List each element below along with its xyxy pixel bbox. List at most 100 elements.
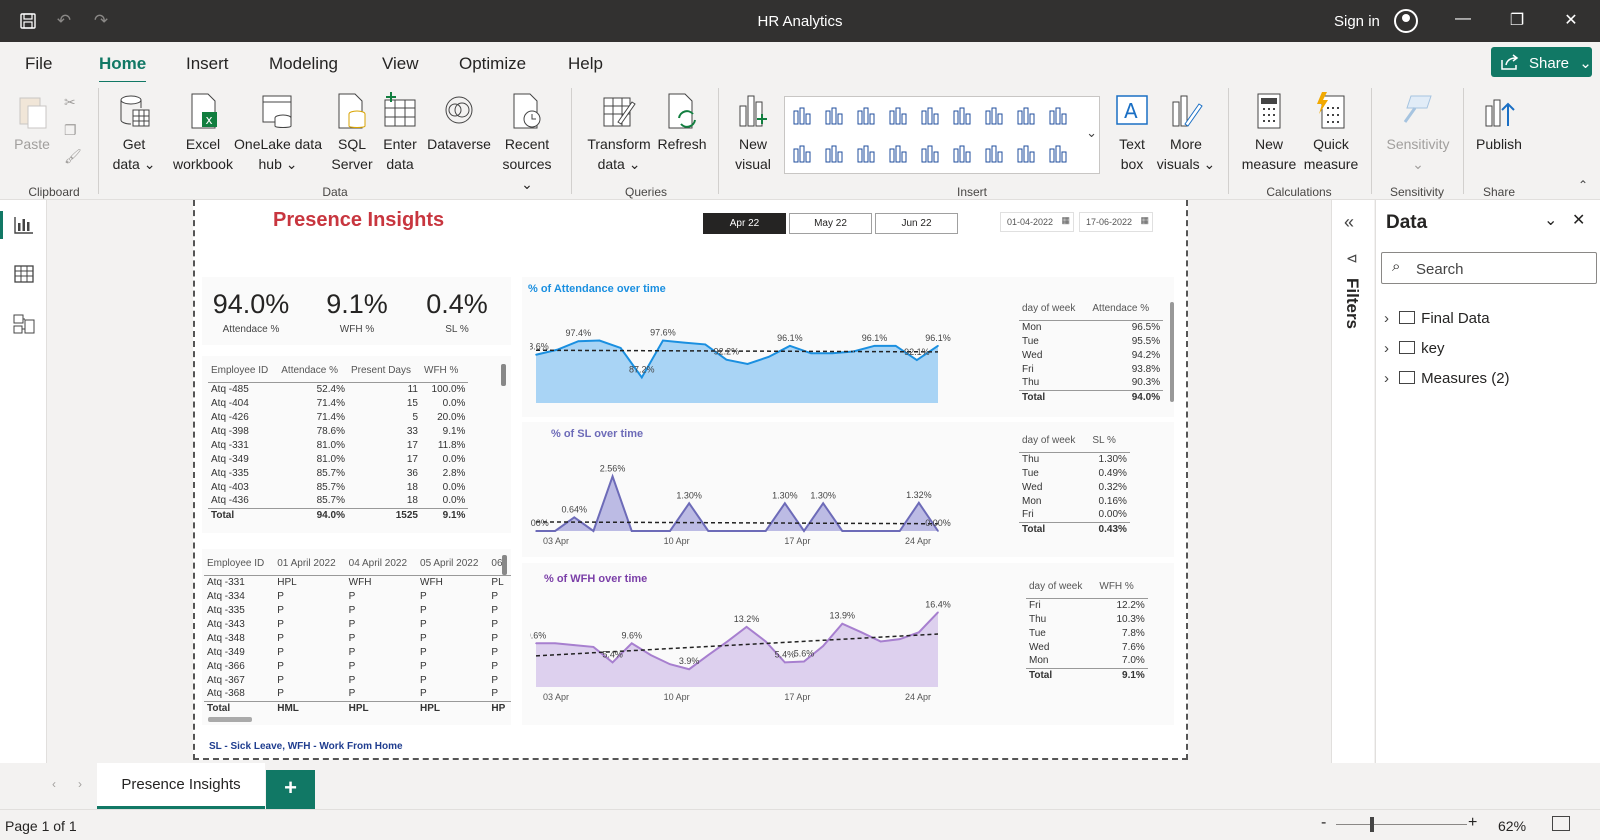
chevron-right-icon[interactable]: › bbox=[1384, 340, 1389, 357]
tab-scroll-right-icon[interactable]: › bbox=[78, 777, 82, 791]
month-slicer-apr[interactable]: Apr 22 bbox=[703, 213, 786, 234]
pie-chart-icon[interactable] bbox=[791, 143, 813, 165]
add-page-button[interactable]: + bbox=[266, 770, 315, 809]
menu-optimize[interactable]: Optimize bbox=[459, 54, 527, 73]
matrix-hscrollbar[interactable] bbox=[208, 717, 252, 722]
zoom-level[interactable]: 62% bbox=[1498, 818, 1527, 834]
report-view-icon[interactable] bbox=[13, 215, 35, 235]
menu-insert[interactable]: Insert bbox=[186, 54, 229, 73]
month-slicer-jun[interactable]: Jun 22 bbox=[875, 213, 958, 234]
chevron-down-icon[interactable]: ⌄ bbox=[1544, 212, 1558, 229]
gallery-expand-icon[interactable]: ⌄ bbox=[1086, 125, 1097, 140]
stacked-column-icon[interactable] bbox=[823, 105, 845, 127]
redo-icon[interactable]: ↷ bbox=[93, 11, 109, 30]
table-row[interactable]: Atq -349 81.0% 17 0.0% bbox=[208, 452, 468, 466]
more-visuals-button[interactable]: More visuals ⌄ bbox=[1156, 92, 1216, 174]
table-row[interactable]: Atq -348 P P P P bbox=[204, 631, 511, 645]
sign-in-link[interactable]: Sign in bbox=[1334, 13, 1380, 30]
data-search-input[interactable]: ⌕ Search bbox=[1381, 252, 1597, 284]
table-row[interactable]: Thu 1.30% bbox=[1019, 452, 1130, 466]
date-to-input[interactable]: 17-06-2022 ▦ bbox=[1079, 212, 1153, 232]
close-icon[interactable]: ✕ bbox=[1564, 12, 1578, 29]
transform-data-button[interactable]: Transform data ⌄ bbox=[584, 92, 654, 174]
treemap-icon[interactable] bbox=[855, 143, 877, 165]
tab-scroll-left-icon[interactable]: ‹ bbox=[52, 777, 56, 791]
close-icon[interactable]: ✕ bbox=[1572, 212, 1586, 229]
chevron-right-icon[interactable]: › bbox=[1384, 310, 1389, 327]
save-icon[interactable] bbox=[18, 11, 38, 31]
fit-to-page-icon[interactable] bbox=[1552, 816, 1570, 831]
menu-home[interactable]: Home bbox=[99, 54, 147, 84]
menu-help[interactable]: Help bbox=[568, 54, 603, 73]
cut-icon[interactable]: ✂ bbox=[64, 94, 76, 110]
table-row[interactable]: Atq -485 52.4% 11 100.0% bbox=[208, 382, 468, 396]
table-row[interactable]: Mon 7.0% bbox=[1026, 654, 1148, 668]
clustered-bar-icon[interactable] bbox=[855, 105, 877, 127]
filters-pane[interactable]: « ⊲ Filters bbox=[1331, 200, 1374, 798]
table-row[interactable]: Atq -366 P P P P bbox=[204, 659, 511, 673]
stacked-bar-icon[interactable] bbox=[791, 105, 813, 127]
table-row[interactable]: Atq -436 85.7% 18 0.0% bbox=[208, 494, 468, 508]
paste-button[interactable]: Paste bbox=[12, 92, 52, 154]
table-row[interactable]: Atq -331 81.0% 17 11.8% bbox=[208, 438, 468, 452]
table-row[interactable]: Atq -335 85.7% 36 2.8% bbox=[208, 466, 468, 480]
table-view-icon[interactable] bbox=[13, 264, 35, 284]
day-table-scrollbar[interactable] bbox=[1170, 302, 1174, 402]
table-row[interactable]: Atq -335 P P P P bbox=[204, 603, 511, 617]
table-row[interactable]: Wed 94.2% bbox=[1019, 348, 1163, 362]
restore-icon[interactable]: ❐ bbox=[1509, 12, 1525, 29]
share-button[interactable]: Share ⌄ bbox=[1491, 47, 1592, 77]
table-row[interactable]: Tue 0.49% bbox=[1019, 466, 1130, 480]
onelake-button[interactable]: OneLake data hub ⌄ bbox=[230, 92, 326, 174]
multirow-card-icon[interactable] bbox=[983, 143, 1005, 165]
month-slicer-may[interactable]: May 22 bbox=[789, 213, 872, 234]
table-scrollbar[interactable] bbox=[501, 364, 506, 386]
publish-button[interactable]: Publish bbox=[1470, 92, 1528, 154]
100-column-icon[interactable] bbox=[951, 105, 973, 127]
clustered-column-icon[interactable] bbox=[887, 105, 909, 127]
new-measure-button[interactable]: New measure bbox=[1236, 92, 1302, 174]
table-row[interactable]: Mon 96.5% bbox=[1019, 320, 1163, 334]
recent-sources-button[interactable]: Recent sources ⌄ bbox=[496, 92, 558, 194]
quick-measure-button[interactable]: Quick measure bbox=[1298, 92, 1364, 174]
sql-server-button[interactable]: SQL Server bbox=[330, 92, 374, 174]
new-visual-button[interactable]: New visual bbox=[730, 92, 776, 174]
refresh-button[interactable]: Refresh bbox=[656, 92, 708, 154]
enter-data-button[interactable]: Enter data bbox=[378, 92, 422, 174]
area-chart-icon[interactable] bbox=[1015, 105, 1037, 127]
table-row[interactable]: Atq -404 71.4% 15 0.0% bbox=[208, 396, 468, 410]
data-tree-item[interactable]: › Measures (2) bbox=[1384, 370, 1510, 387]
table-row[interactable]: Fri 12.2% bbox=[1026, 598, 1148, 612]
collapse-left-icon[interactable]: « bbox=[1344, 212, 1355, 232]
table-row[interactable]: Thu 10.3% bbox=[1026, 612, 1148, 626]
table-icon[interactable] bbox=[1015, 143, 1037, 165]
chevron-right-icon[interactable]: › bbox=[1384, 370, 1389, 387]
table-row[interactable]: Atq -368 P P P P bbox=[204, 687, 511, 701]
avatar[interactable] bbox=[1394, 9, 1418, 33]
collapse-ribbon-icon[interactable]: ⌃ bbox=[1578, 178, 1589, 192]
data-tree-item[interactable]: › key bbox=[1384, 340, 1445, 357]
table-row[interactable]: Tue 7.8% bbox=[1026, 626, 1148, 640]
table-row[interactable]: Atq -398 78.6% 33 9.1% bbox=[208, 424, 468, 438]
visual-gallery[interactable]: ⌄ bbox=[784, 96, 1100, 174]
matrix-scrollbar[interactable] bbox=[502, 555, 507, 575]
map-icon[interactable] bbox=[887, 143, 909, 165]
format-painter-icon[interactable]: 🖌 bbox=[64, 148, 82, 164]
table-row[interactable]: Atq -426 71.4% 5 20.0% bbox=[208, 410, 468, 424]
get-data-button[interactable]: Get data ⌄ bbox=[110, 92, 158, 174]
date-from-input[interactable]: 01-04-2022 ▦ bbox=[1000, 212, 1074, 232]
card-icon[interactable] bbox=[951, 143, 973, 165]
table-row[interactable]: Fri 93.8% bbox=[1019, 362, 1163, 376]
minimize-icon[interactable]: — bbox=[1455, 10, 1471, 27]
table-row[interactable]: Fri 0.00% bbox=[1019, 508, 1130, 522]
gauge-icon[interactable] bbox=[919, 143, 941, 165]
table-row[interactable]: Atq -367 P P P P bbox=[204, 673, 511, 687]
menu-file[interactable]: File bbox=[25, 54, 53, 73]
copy-icon[interactable]: ❐ bbox=[64, 122, 77, 138]
zoom-in-button[interactable]: + bbox=[1468, 814, 1478, 831]
table-row[interactable]: Atq -349 P P P P bbox=[204, 645, 511, 659]
menu-view[interactable]: View bbox=[382, 54, 419, 73]
model-view-icon[interactable] bbox=[13, 314, 35, 334]
table-row[interactable]: Tue 95.5% bbox=[1019, 334, 1163, 348]
tab-presence-insights[interactable]: Presence Insights bbox=[97, 763, 265, 809]
